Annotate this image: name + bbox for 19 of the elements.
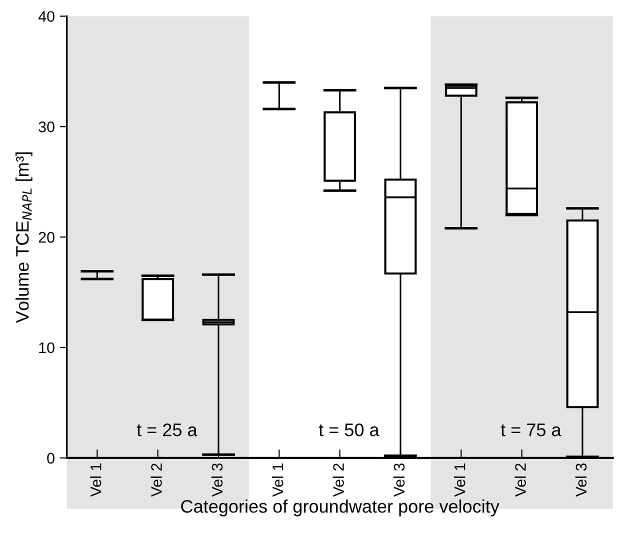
annotation: t = 50 a (318, 423, 380, 436)
y-tick-label: 30 (38, 122, 54, 132)
annotation: t = 25 a (136, 423, 198, 436)
x-tick-label: Vel 2 (150, 464, 162, 497)
annotation: t = 75 a (500, 424, 562, 436)
x-tick-label: Vel 2 (514, 464, 526, 497)
y-tick-label: 0 (47, 452, 54, 464)
y-tick-label: 20 (38, 232, 54, 243)
x-tick-label: Vel 3 (575, 463, 587, 497)
y-tick-label: 40 (38, 11, 54, 22)
x-tick-label: Vel 2 (332, 464, 344, 497)
x-tick-label: Vel 1 (272, 464, 284, 497)
x-tick-label: Vel 1 (90, 464, 102, 497)
y-tick-label: 10 (39, 342, 54, 354)
y-axis-title: Volume TCE$_{NAPL}$ [m³] (16, 152, 32, 323)
x-axis-title: Categories of groundwater pore velocity (181, 500, 500, 516)
x-tick-label: Vel 3 (211, 463, 223, 497)
x-tick-label: Vel 3 (393, 463, 405, 497)
x-tick-label: Vel 1 (454, 464, 466, 497)
